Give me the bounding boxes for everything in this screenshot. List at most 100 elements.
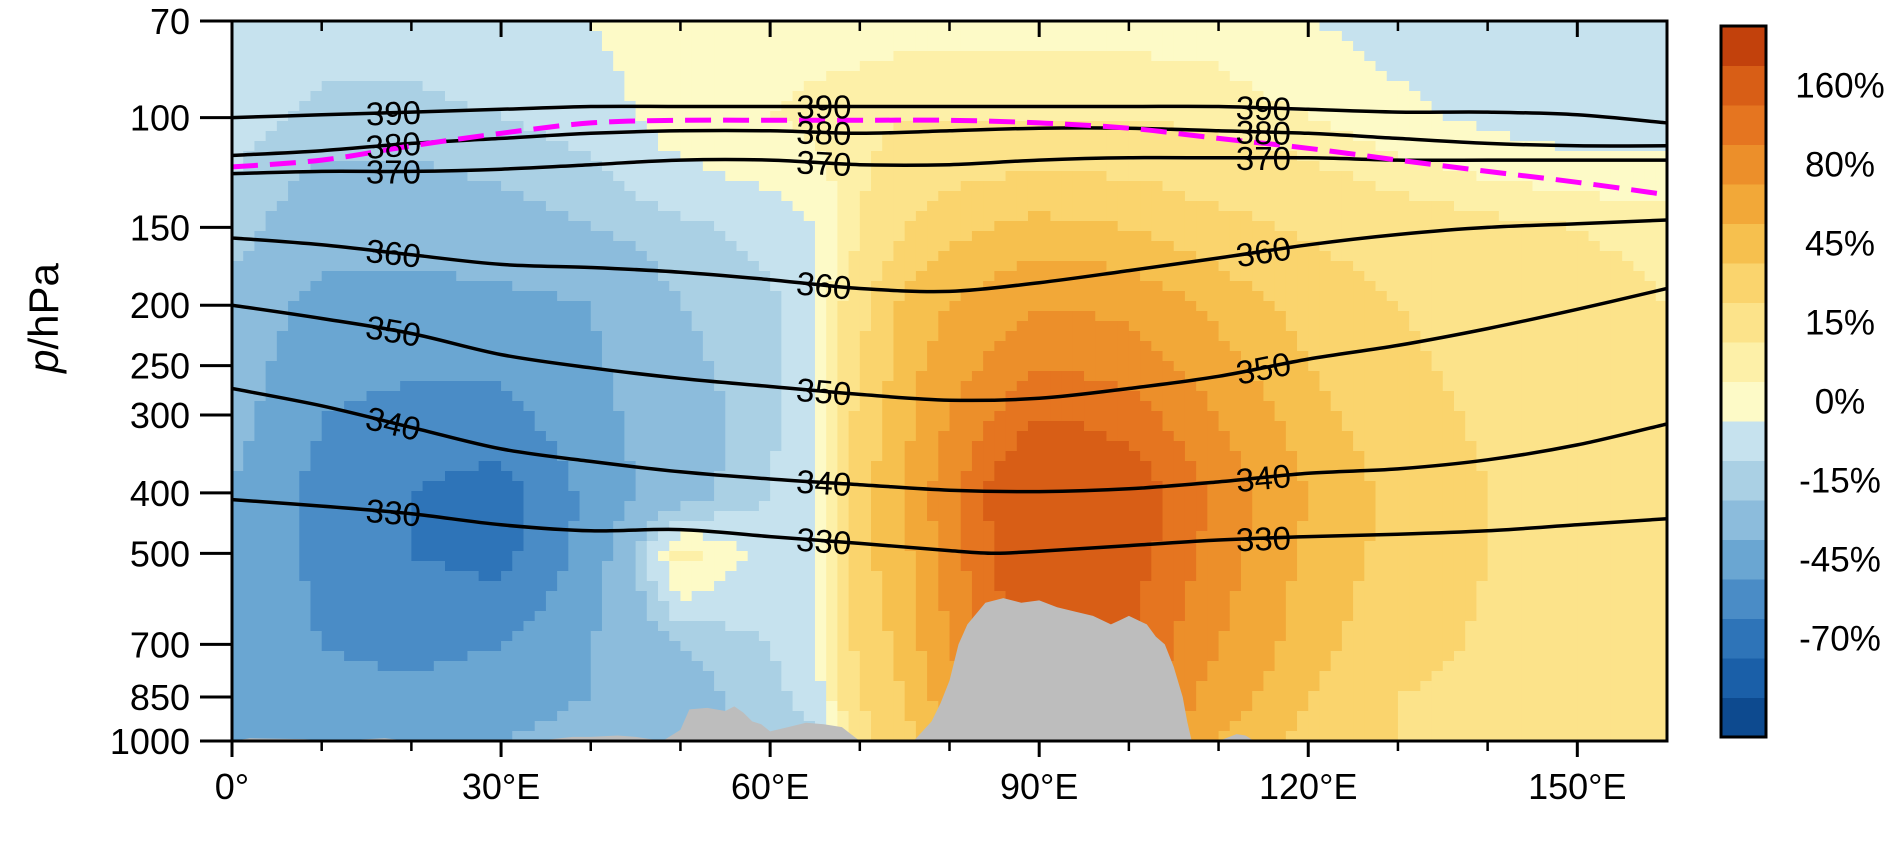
field-cell bbox=[1240, 261, 1253, 272]
field-cell bbox=[523, 371, 536, 382]
field-cell bbox=[1016, 271, 1029, 282]
field-cell bbox=[758, 81, 771, 92]
field-cell bbox=[1330, 51, 1343, 62]
field-cell bbox=[1487, 331, 1500, 342]
field-cell bbox=[557, 311, 569, 322]
field-cell bbox=[1532, 81, 1545, 92]
field-cell bbox=[1207, 51, 1220, 62]
field-cell bbox=[837, 21, 850, 32]
field-cell bbox=[1599, 171, 1612, 182]
field-cell bbox=[927, 271, 939, 282]
field-cell bbox=[433, 261, 446, 272]
field-cell bbox=[624, 361, 637, 372]
field-cell bbox=[1386, 121, 1399, 132]
field-cell bbox=[579, 401, 592, 412]
field-cell bbox=[433, 201, 446, 212]
field-cell bbox=[388, 301, 401, 312]
field-cell bbox=[1308, 81, 1321, 92]
field-cell bbox=[400, 101, 412, 112]
field-cell bbox=[1521, 361, 1534, 372]
field-cell bbox=[568, 331, 581, 342]
field-cell bbox=[1162, 211, 1175, 222]
field-cell bbox=[702, 221, 715, 232]
field-cell bbox=[1140, 161, 1152, 172]
field-cell bbox=[1229, 121, 1242, 132]
field-cell bbox=[288, 391, 300, 402]
field-cell bbox=[243, 231, 256, 242]
field-cell bbox=[1140, 331, 1152, 342]
field-cell bbox=[1218, 41, 1231, 52]
field-cell bbox=[983, 391, 995, 402]
field-cell bbox=[882, 321, 895, 332]
field-cell bbox=[590, 141, 603, 152]
field-cell bbox=[1106, 391, 1119, 402]
field-cell bbox=[1140, 21, 1152, 32]
field-cell bbox=[243, 121, 256, 132]
field-cell bbox=[691, 21, 704, 32]
field-cell bbox=[568, 31, 581, 42]
field-cell bbox=[1420, 201, 1433, 212]
field-cell bbox=[557, 281, 569, 292]
field-cell bbox=[534, 31, 547, 42]
field-cell bbox=[388, 31, 401, 42]
field-cell bbox=[1095, 171, 1108, 182]
field-cell bbox=[254, 171, 267, 182]
field-cell bbox=[871, 361, 883, 372]
field-cell bbox=[1252, 211, 1265, 222]
field-cell bbox=[411, 241, 424, 252]
field-cell bbox=[1240, 321, 1253, 332]
field-cell bbox=[1184, 171, 1197, 182]
field-cell bbox=[1027, 131, 1040, 142]
field-cell bbox=[1554, 361, 1567, 372]
field-cell bbox=[624, 231, 637, 242]
field-cell bbox=[1588, 401, 1601, 412]
field-cell bbox=[1039, 191, 1051, 202]
field-cell bbox=[971, 81, 984, 92]
field-cell bbox=[702, 321, 715, 332]
field-cell bbox=[1386, 91, 1399, 102]
field-cell bbox=[1117, 191, 1130, 202]
field-cell bbox=[1442, 311, 1455, 322]
field-cell bbox=[1644, 81, 1657, 92]
field-cell bbox=[915, 341, 928, 352]
field-cell bbox=[366, 341, 379, 352]
field-cell bbox=[366, 351, 379, 362]
field-cell bbox=[1263, 281, 1276, 292]
field-cell bbox=[568, 231, 581, 242]
field-cell bbox=[1196, 231, 1208, 242]
field-cell bbox=[1184, 301, 1197, 312]
field-cell bbox=[1510, 371, 1522, 382]
field-cell bbox=[601, 121, 614, 132]
field-cell bbox=[646, 21, 659, 32]
field-cell bbox=[1375, 171, 1388, 182]
field-cell bbox=[310, 391, 323, 402]
field-cell bbox=[1431, 161, 1444, 172]
field-cell bbox=[1162, 161, 1175, 172]
field-cell bbox=[882, 231, 895, 242]
field-cell bbox=[534, 21, 547, 32]
field-cell bbox=[893, 241, 906, 252]
field-cell bbox=[1577, 361, 1590, 372]
field-cell bbox=[1308, 101, 1321, 112]
field-cell bbox=[265, 131, 278, 142]
field-cell bbox=[1599, 301, 1612, 312]
field-cell bbox=[770, 341, 782, 352]
field-cell bbox=[590, 281, 603, 292]
field-cell bbox=[557, 291, 569, 302]
field-cell bbox=[1027, 371, 1040, 382]
field-cell bbox=[1588, 331, 1601, 342]
field-cell bbox=[299, 211, 312, 222]
field-cell bbox=[1431, 201, 1444, 212]
field-cell bbox=[646, 171, 659, 182]
field-cell bbox=[1128, 251, 1141, 262]
field-cell bbox=[1610, 81, 1623, 92]
field-cell bbox=[635, 311, 648, 322]
field-cell bbox=[232, 351, 244, 362]
field-cell bbox=[1353, 181, 1365, 192]
field-cell bbox=[276, 371, 289, 382]
field-cell bbox=[366, 41, 379, 52]
field-cell bbox=[837, 231, 850, 242]
field-cell bbox=[1240, 71, 1253, 82]
field-cell bbox=[1409, 131, 1421, 142]
field-cell bbox=[1039, 351, 1051, 362]
